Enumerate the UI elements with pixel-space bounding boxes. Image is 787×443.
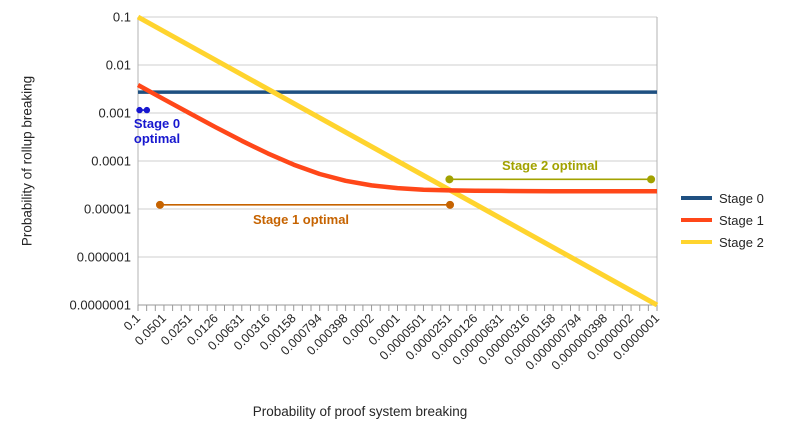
- y-tick-label: 0.0000001: [70, 298, 131, 313]
- y-tick-label: 0.001: [98, 106, 131, 121]
- legend-label-stage2: Stage 2: [719, 234, 764, 250]
- y-tick-label: 0.00001: [84, 202, 131, 217]
- stage2-line-swatch: [681, 240, 712, 244]
- annotation-dot: [155, 200, 164, 209]
- stage0-line-swatch: [681, 196, 712, 200]
- series-line-stage2: [136, 14, 659, 308]
- legend-item-stage0: Stage 0: [681, 187, 764, 209]
- legend-item-stage1: Stage 1: [681, 209, 764, 231]
- annotation-stage1-optimal: Stage 1 optimal: [252, 212, 350, 227]
- legend-label-stage0: Stage 0: [719, 190, 764, 206]
- annotation-dot: [143, 106, 151, 114]
- legend-item-stage2: Stage 2: [681, 231, 764, 253]
- chart-legend: Stage 0 Stage 1 Stage 2: [681, 187, 764, 253]
- legend-label-stage1: Stage 1: [719, 212, 764, 228]
- stage1-line-swatch: [681, 218, 712, 222]
- annotation-dot: [445, 175, 454, 184]
- x-axis-title: Probability of proof system breaking: [252, 404, 468, 419]
- annotation-dot: [647, 175, 656, 184]
- series-line-stage1: [136, 83, 657, 194]
- annotation-dot: [136, 106, 143, 114]
- y-tick-label: 0.1: [113, 10, 131, 25]
- annotation-dot: [446, 200, 455, 209]
- y-axis-title: Probability of rollup breaking: [19, 75, 35, 247]
- y-tick-label: 0.000001: [77, 250, 131, 265]
- y-tick-label: 0.0001: [91, 154, 131, 169]
- y-tick-label: 0.01: [106, 58, 131, 73]
- annotation-stage2-optimal: Stage 2 optimal: [501, 158, 599, 173]
- annotation-stage0-optimal: Stage 0 optimal: [133, 116, 181, 146]
